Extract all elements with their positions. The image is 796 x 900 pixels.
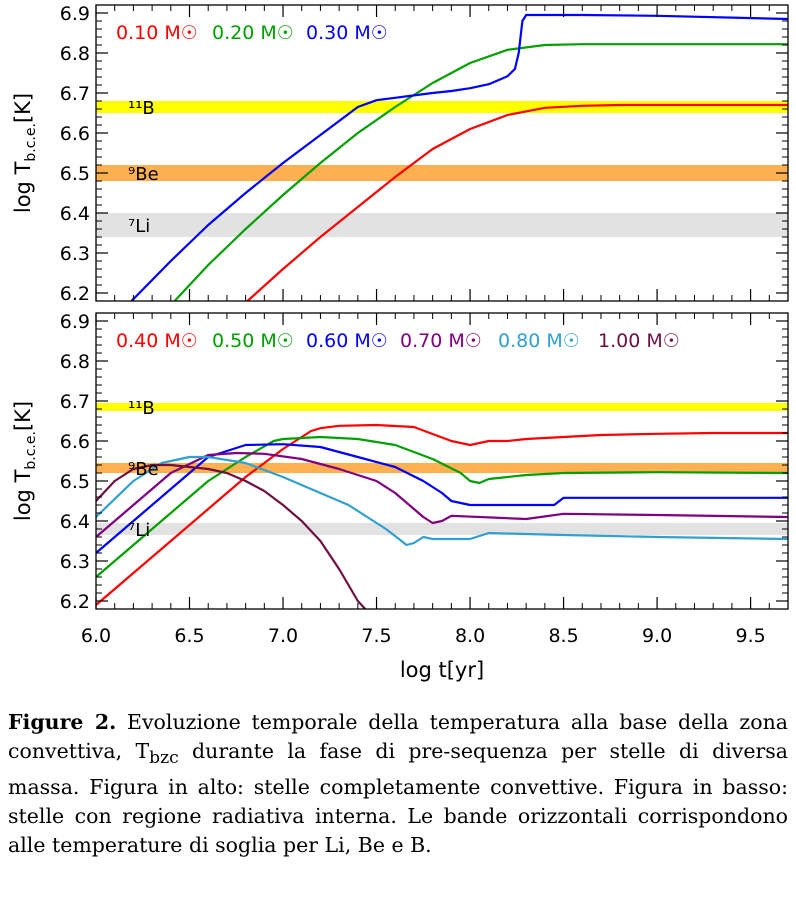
band-9be <box>96 463 788 473</box>
y-tick-label: 6.5 <box>60 471 90 493</box>
band-label-7li: ⁷Li <box>128 520 150 541</box>
series-line-0.50 <box>96 435 788 578</box>
y-tick-label: 6.2 <box>60 283 90 305</box>
band-11b <box>96 101 788 113</box>
x-tick-label: 6.5 <box>174 625 204 647</box>
band-label-11b: ¹¹B <box>128 98 155 119</box>
y-tick-label: 6.9 <box>60 311 90 333</box>
legend-entry-0.80: 0.80 M☉ <box>498 330 580 352</box>
caption-figure-label: Figure 2. <box>8 710 117 734</box>
panel-1-plot-area <box>96 403 788 609</box>
y-tick-label: 6.4 <box>60 203 90 225</box>
series-line-0.10 <box>246 103 788 301</box>
figure-caption: Figure 2. Evoluzione temporale della tem… <box>8 708 788 860</box>
series-line-0.20 <box>173 43 788 301</box>
x-tick-label: 7.5 <box>361 625 391 647</box>
y-tick-label: 6.2 <box>60 591 90 613</box>
panel-0-frame <box>95 4 789 302</box>
legend-entry-0.20: 0.20 M☉ <box>212 22 294 44</box>
band-label-9be: ⁹Be <box>128 459 159 480</box>
y-tick-label: 6.7 <box>60 83 90 105</box>
x-axis-label: log t[yr] <box>400 658 484 682</box>
x-tick-label: 9.0 <box>642 625 672 647</box>
x-tick-label: 6.0 <box>81 625 111 647</box>
x-tick-label: 8.5 <box>548 625 578 647</box>
caption-text: Evoluzione temporale della temperatura a… <box>8 710 788 763</box>
y-axis-label: log Tb.c.e.[K] <box>11 401 39 521</box>
legend-entry-0.70: 0.70 M☉ <box>400 330 482 352</box>
y-tick-label: 6.9 <box>60 3 90 25</box>
x-tick-label: 9.5 <box>735 625 765 647</box>
legend-entry-0.10: 0.10 M☉ <box>116 22 198 44</box>
panel-1-frame <box>95 312 789 610</box>
legend-entry-0.60: 0.60 M☉ <box>306 330 388 352</box>
y-tick-label: 6.3 <box>60 243 90 265</box>
figure-chart: ¹¹B ⁹Be ⁷Li 6.2 6.3 6.4 6.5 6.6 6.7 6.8 6.9 log Tb.… <box>11 3 789 682</box>
y-tick-label: 6.6 <box>60 123 90 145</box>
legend-entry-0.40: 0.40 M☉ <box>116 330 198 352</box>
band-label-9be: ⁹Be <box>128 164 159 185</box>
band-label-7li: ⁷Li <box>128 216 150 237</box>
panel-0-plot-area <box>96 13 788 301</box>
x-tick-label: 7.0 <box>268 625 298 647</box>
caption-subscript: bzc <box>149 748 179 769</box>
legend-entry-1.00: 1.00 M☉ <box>598 330 680 352</box>
band-7li <box>96 523 788 535</box>
band-label-11b: ¹¹B <box>128 398 155 419</box>
legend-entry-0.30: 0.30 M☉ <box>306 22 388 44</box>
series-line-0.80 <box>96 455 788 547</box>
y-axis-label: log Tb.c.e.[K] <box>11 93 39 213</box>
series-line-0.70 <box>96 451 788 538</box>
band-7li <box>96 213 788 237</box>
series-line-1.00 <box>96 463 367 609</box>
caption-text-after: durante la fase di pre-sequenza per stel… <box>8 739 789 858</box>
y-tick-label: 6.3 <box>60 551 90 573</box>
x-tick-label: 8.0 <box>455 625 485 647</box>
band-9be <box>96 165 788 181</box>
band-11b <box>96 403 788 411</box>
y-tick-label: 6.7 <box>60 391 90 413</box>
y-tick-label: 6.6 <box>60 431 90 453</box>
series-line-0.40 <box>96 423 788 606</box>
series-line-0.30 <box>130 13 788 301</box>
y-tick-label: 6.8 <box>60 351 90 373</box>
legend-entry-0.50: 0.50 M☉ <box>212 330 294 352</box>
y-tick-label: 6.5 <box>60 163 90 185</box>
y-tick-label: 6.8 <box>60 43 90 65</box>
y-tick-label: 6.4 <box>60 511 90 533</box>
